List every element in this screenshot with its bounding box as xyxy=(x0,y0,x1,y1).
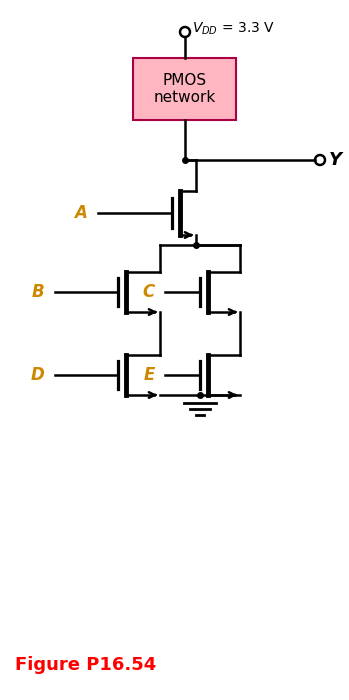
Text: Figure P16.54: Figure P16.54 xyxy=(15,656,156,674)
Text: $V_{DD}$ = 3.3 V: $V_{DD}$ = 3.3 V xyxy=(192,21,275,37)
Text: D: D xyxy=(30,366,44,384)
Text: B: B xyxy=(31,283,44,301)
Text: Y: Y xyxy=(329,151,342,169)
Text: C: C xyxy=(143,283,155,301)
Text: A: A xyxy=(74,204,87,222)
Text: E: E xyxy=(144,366,155,384)
Bar xyxy=(133,58,236,120)
Text: PMOS
network: PMOS network xyxy=(153,73,216,105)
